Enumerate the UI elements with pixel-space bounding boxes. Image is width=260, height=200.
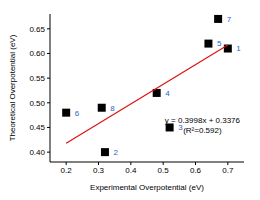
svg-text:6: 6	[75, 109, 80, 118]
svg-text:0.65: 0.65	[29, 25, 45, 34]
svg-text:0.7: 0.7	[222, 166, 234, 175]
svg-text:Experimental Overpotential (eV: Experimental Overpotential (eV)	[90, 183, 204, 192]
svg-text:0.5: 0.5	[158, 166, 170, 175]
svg-text:0.50: 0.50	[29, 99, 45, 108]
html-text:y = 0.3998x + 0.3376: y = 0.3998x + 0.3376	[164, 116, 240, 125]
svg-text:0.6: 0.6	[190, 166, 202, 175]
svg-text:4: 4	[165, 89, 170, 98]
svg-text:0.2: 0.2	[61, 166, 73, 175]
svg-text:0.60: 0.60	[29, 49, 45, 58]
svg-text:5: 5	[217, 39, 222, 48]
svg-text:0.45: 0.45	[29, 123, 45, 132]
svg-text:1: 1	[236, 44, 241, 53]
svg-text:0.40: 0.40	[29, 148, 45, 157]
svg-text:0.4: 0.4	[125, 166, 137, 175]
svg-text:3: 3	[178, 123, 183, 133]
svg-text:2: 2	[113, 148, 118, 157]
svg-text:0.55: 0.55	[29, 74, 45, 83]
svg-text:0.3: 0.3	[93, 166, 105, 175]
html-text:(R²=0.592): (R²=0.592)	[183, 126, 222, 135]
svg-text:Theoretical Overpotential (eV): Theoretical Overpotential (eV)	[8, 34, 17, 141]
svg-text:7: 7	[227, 15, 232, 24]
svg-text:8: 8	[110, 104, 115, 113]
